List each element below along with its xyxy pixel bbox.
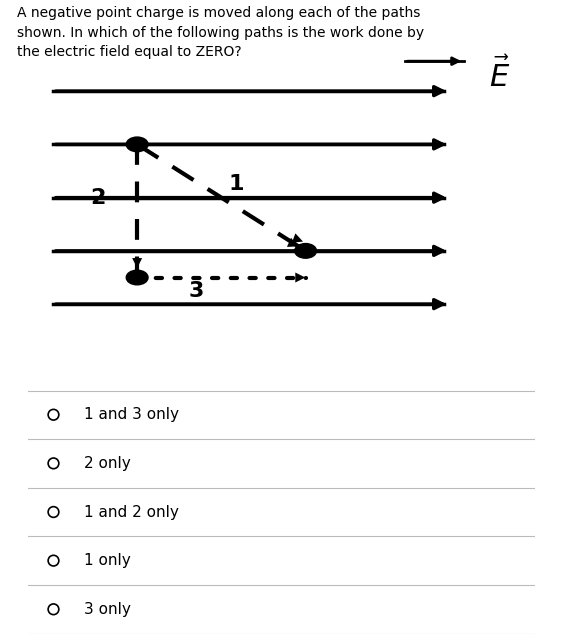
Circle shape	[126, 137, 148, 152]
Text: 1 only: 1 only	[84, 553, 131, 568]
Text: 1 and 3 only: 1 and 3 only	[84, 407, 179, 422]
Text: 1: 1	[229, 174, 244, 195]
Circle shape	[126, 270, 148, 285]
Circle shape	[294, 244, 316, 258]
Text: 3 only: 3 only	[84, 602, 131, 617]
Text: 2 only: 2 only	[84, 456, 131, 471]
Text: 3: 3	[189, 281, 204, 301]
Text: 2: 2	[90, 188, 105, 207]
Text: $\vec{E}$: $\vec{E}$	[489, 56, 510, 93]
Text: A negative point charge is moved along each of the paths
shown. In which of the : A negative point charge is moved along e…	[17, 6, 424, 60]
Text: 1 and 2 only: 1 and 2 only	[84, 504, 179, 520]
